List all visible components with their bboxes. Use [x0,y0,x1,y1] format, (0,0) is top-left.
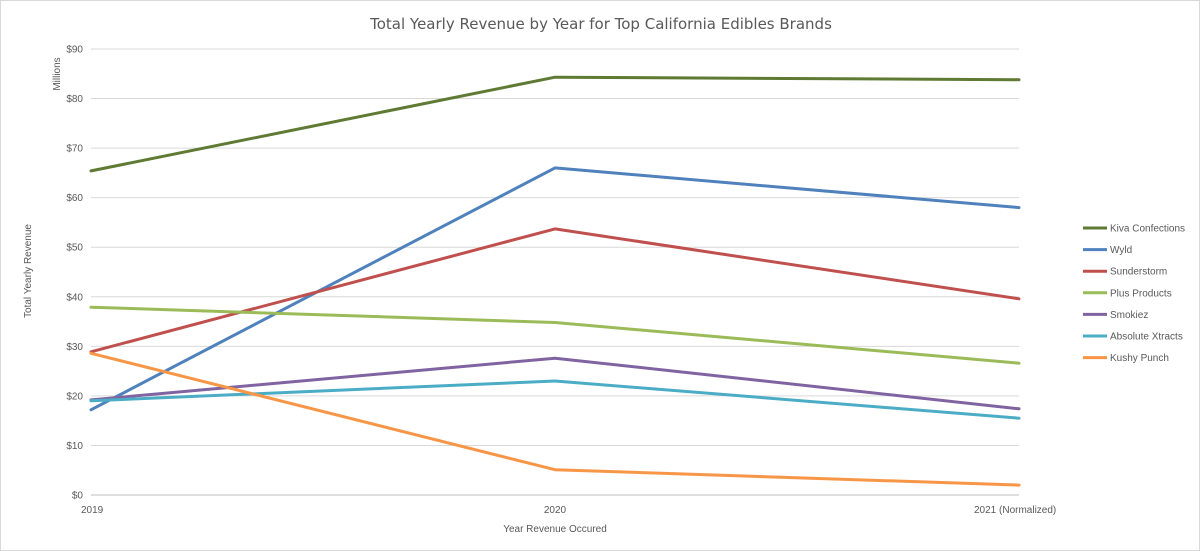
y-tick-label: $20 [66,391,83,402]
legend-label: Sunderstorm [1110,267,1167,278]
gridlines [91,48,1019,496]
y-tick-label: $60 [66,193,83,204]
y-tick-label: $50 [66,243,83,254]
series-line-kiva-confections [89,75,1021,173]
chart-title: Total Yearly Revenue by Year for Top Cal… [369,15,832,33]
y-axis-units-label: Millions [52,57,63,90]
series-line-plus-products [89,305,1021,365]
series-line-smokiez [89,356,1021,411]
y-tick-label: $10 [66,441,83,452]
series-lines [89,75,1021,487]
legend-label: Plus Products [1110,288,1172,299]
legend-label: Wyld [1110,245,1132,256]
x-tick-label: 2021 (Normalized) [974,505,1056,516]
y-tick-label: $80 [66,94,83,105]
legend-label: Kushy Punch [1110,353,1169,364]
y-tick-label: $40 [66,292,83,303]
x-tick-label: 2019 [81,505,104,516]
legend-label: Kiva Confections [1110,224,1185,235]
x-tick-label: 2020 [544,505,567,516]
series-line-wyld [89,166,1021,412]
y-tick-label: $70 [66,144,83,155]
series-line-kushy-punch [89,351,1021,487]
y-tick-label: $90 [66,45,83,56]
y-tick-label: $30 [66,342,83,353]
legend-label: Smokiez [1110,310,1148,321]
legend: Kiva Confections Wyld Sunderstorm Plus Prod… [1083,224,1185,364]
y-axis-title: Total Yearly Revenue [23,224,34,318]
y-tick-label: $0 [72,491,84,502]
legend-label: Absolute Xtracts [1110,332,1183,343]
x-axis-title: Year Revenue Occured [503,524,607,535]
y-axis-ticks: $0 $10 $20 $30 $40 $50 $60 $70 $80 $90 [66,45,83,502]
x-axis-ticks: 2019 2020 2021 (Normalized) [81,505,1056,516]
series-line-absolute-xtracts [89,379,1021,420]
